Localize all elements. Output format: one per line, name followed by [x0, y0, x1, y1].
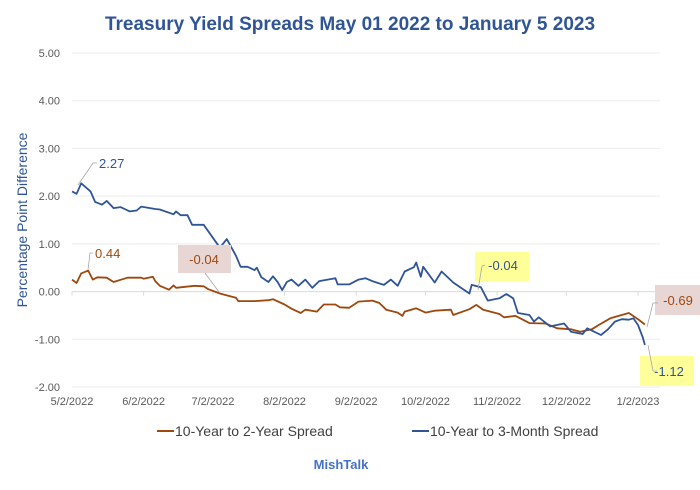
annotation-label: 0.44 [95, 246, 120, 261]
annotation-3m-minus-0-04: -0.04 [475, 252, 529, 291]
x-tick-labels: 5/2/2022 6/2/2022 7/2/2022 8/2/2022 9/2/2022… [51, 396, 660, 408]
x-tick-label: 12/2/2022 [542, 396, 591, 408]
y-tick-label: 3.00 [39, 143, 60, 155]
y-tick-label: 2.00 [39, 191, 60, 203]
leader-line [477, 264, 486, 291]
legend-label-3m: 10-Year to 3-Month Spread [430, 423, 598, 439]
y-tick-label: 4.00 [39, 96, 60, 108]
y-tick-label: 0.00 [39, 287, 60, 299]
leader-line [646, 302, 658, 328]
annotation-2-27: 2.27 [77, 156, 124, 186]
annotation-label: -1.12 [654, 364, 684, 379]
y-tick-labels: 5.00 4.00 3.00 2.00 1.00 0.00 -1.00 -2.00 [35, 48, 60, 394]
x-tick-label: 8/2/2022 [263, 396, 306, 408]
chart-title: Treasury Yield Spreads May 01 2022 to Ja… [105, 14, 595, 35]
annotation-label: -0.04 [189, 252, 219, 267]
annotation-box [475, 252, 529, 281]
y-tick-label: 5.00 [39, 48, 60, 60]
legend-label-2y: 10-Year to 2-Year Spread [175, 423, 333, 439]
x-tick-label: 7/2/2022 [192, 396, 235, 408]
x-tick-label: 5/2/2022 [51, 396, 94, 408]
series-lines [71, 182, 646, 346]
footer-brand: MishTalk [314, 457, 369, 472]
x-tick-label: 10/2/2022 [401, 396, 450, 408]
annotation-box [178, 245, 231, 273]
y-tick-label: 1.00 [39, 239, 60, 251]
legend: 10-Year to 2-Year Spread 10-Year to 3-Mo… [157, 423, 598, 439]
annotation-minus-0-69: -0.69 [646, 285, 700, 328]
series-line-10y-2y [71, 269, 646, 333]
series-line-10y-3m [71, 182, 646, 346]
annotation-box [640, 356, 694, 386]
leader-line [87, 252, 93, 271]
y-axis-label: Percentage Point Difference [14, 132, 30, 307]
annotation-2y-minus-0-04: -0.04 [178, 245, 231, 293]
annotation-box [655, 285, 700, 315]
y-tick-label: -2.00 [35, 382, 60, 394]
x-tick-label: 11/2/2022 [473, 396, 521, 408]
gridlines [71, 52, 660, 388]
annotation-minus-1-12: -1.12 [640, 344, 694, 386]
x-tick-label: 9/2/2022 [335, 396, 378, 408]
annotation-label: -0.69 [663, 293, 693, 308]
x-tick-label: 1/2/2023 [617, 396, 660, 408]
annotation-0-44: 0.44 [87, 246, 120, 271]
x-tick-label: 6/2/2022 [122, 396, 165, 408]
leader-line [647, 344, 657, 372]
leader-line [204, 272, 220, 293]
y-tick-label: -1.00 [35, 334, 60, 346]
leader-line [77, 162, 97, 186]
annotation-label: 2.27 [99, 156, 124, 171]
annotation-label: -0.04 [488, 258, 518, 273]
